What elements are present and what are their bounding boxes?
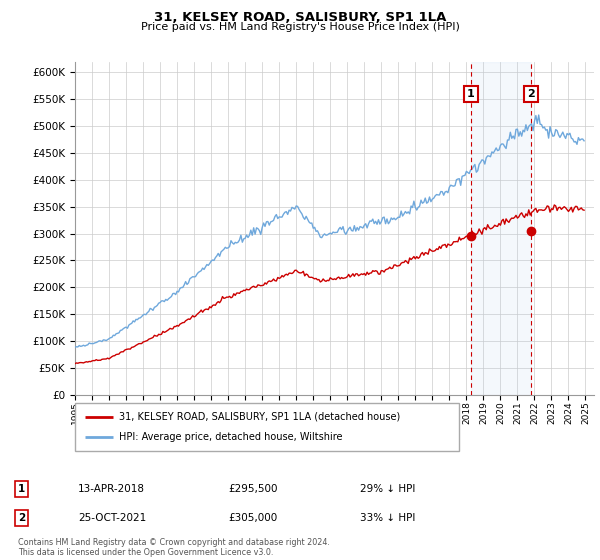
Text: 31, KELSEY ROAD, SALISBURY, SP1 1LA (detached house): 31, KELSEY ROAD, SALISBURY, SP1 1LA (det… (119, 412, 400, 422)
Text: 1: 1 (467, 89, 475, 99)
Text: 25-OCT-2021: 25-OCT-2021 (78, 513, 146, 523)
Text: 33% ↓ HPI: 33% ↓ HPI (360, 513, 415, 523)
Text: Price paid vs. HM Land Registry's House Price Index (HPI): Price paid vs. HM Land Registry's House … (140, 22, 460, 32)
Text: £305,000: £305,000 (228, 513, 277, 523)
Bar (471, 62, 531, 395)
Text: Contains HM Land Registry data © Crown copyright and database right 2024.
This d: Contains HM Land Registry data © Crown c… (18, 538, 330, 557)
Text: 29% ↓ HPI: 29% ↓ HPI (360, 484, 415, 494)
Text: HPI: Average price, detached house, Wiltshire: HPI: Average price, detached house, Wilt… (119, 432, 343, 442)
Text: 1: 1 (18, 484, 25, 494)
Text: 2: 2 (18, 513, 25, 523)
Text: 2: 2 (527, 89, 535, 99)
Text: 31, KELSEY ROAD, SALISBURY, SP1 1LA: 31, KELSEY ROAD, SALISBURY, SP1 1LA (154, 11, 446, 24)
Text: 13-APR-2018: 13-APR-2018 (78, 484, 145, 494)
Text: £295,500: £295,500 (228, 484, 277, 494)
